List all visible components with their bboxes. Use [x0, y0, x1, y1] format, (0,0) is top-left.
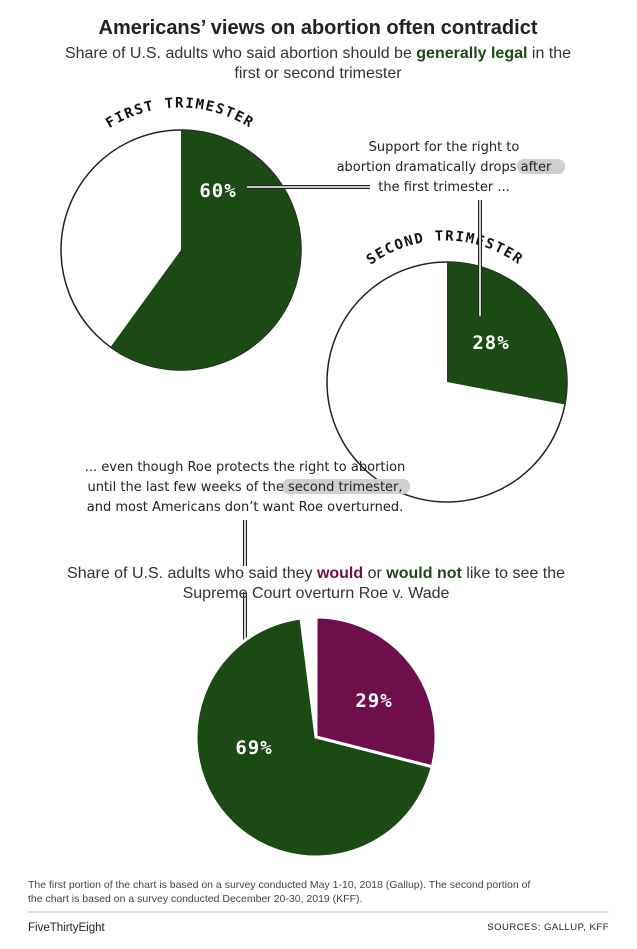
footer-brand: FiveThirtyEight — [28, 922, 105, 934]
annotation-middle-line3: and most Americans don’t want Roe overtu… — [87, 500, 403, 515]
pie2-value-label: 28% — [472, 332, 509, 354]
roe-heading-line2: Supreme Court overturn Roe v. Wade — [183, 585, 450, 602]
pie1-title: FIRST TRIMESTER — [103, 95, 257, 131]
pie3-would-label: 29% — [355, 690, 392, 712]
roe-heading-line1: Share of U.S. adults who said they would… — [67, 565, 565, 582]
annotation-middle-highlight — [282, 479, 410, 494]
pie1-slice-60 — [110, 129, 302, 370]
footer-sources: SOURCES: GALLUP, KFF — [487, 922, 609, 933]
pie3-would-not-label: 69% — [235, 737, 272, 759]
footnote-line2: the chart is based on a survey conducted… — [28, 893, 362, 905]
pie3-slice-would-not-69 — [194, 616, 435, 859]
pie2-slice-28 — [447, 262, 567, 405]
annotation-top-highlight — [517, 159, 565, 174]
chart-subtitle-line2: first or second trimester — [234, 65, 402, 82]
annotation-middle: ... even though Roe protects the right t… — [85, 460, 410, 515]
pie1-value-label: 60% — [199, 180, 236, 202]
annotation-top-line2: abortion dramatically drops after — [337, 160, 552, 175]
chart-title: Americans’ views on abortion often contr… — [99, 17, 538, 39]
annotation-top-line3: the first trimester ... — [378, 180, 509, 195]
footnote-line1: The first portion of the chart is based … — [28, 879, 530, 891]
chart-subtitle-line1: Share of U.S. adults who said abortion s… — [65, 45, 571, 62]
pie-first-trimester: FIRST TRIMESTER 60% — [60, 95, 302, 371]
annotation-top-line1: Support for the right to — [369, 140, 520, 155]
pie-roe: 29% 69% — [194, 615, 438, 859]
pie3-slice-would-29 — [314, 615, 438, 769]
connector-top — [247, 185, 482, 316]
annotation-middle-line2: until the last few weeks of the second t… — [87, 480, 402, 495]
annotation-middle-line1: ... even though Roe protects the right t… — [85, 460, 406, 475]
annotation-top: Support for the right to abortion dramat… — [337, 140, 565, 195]
